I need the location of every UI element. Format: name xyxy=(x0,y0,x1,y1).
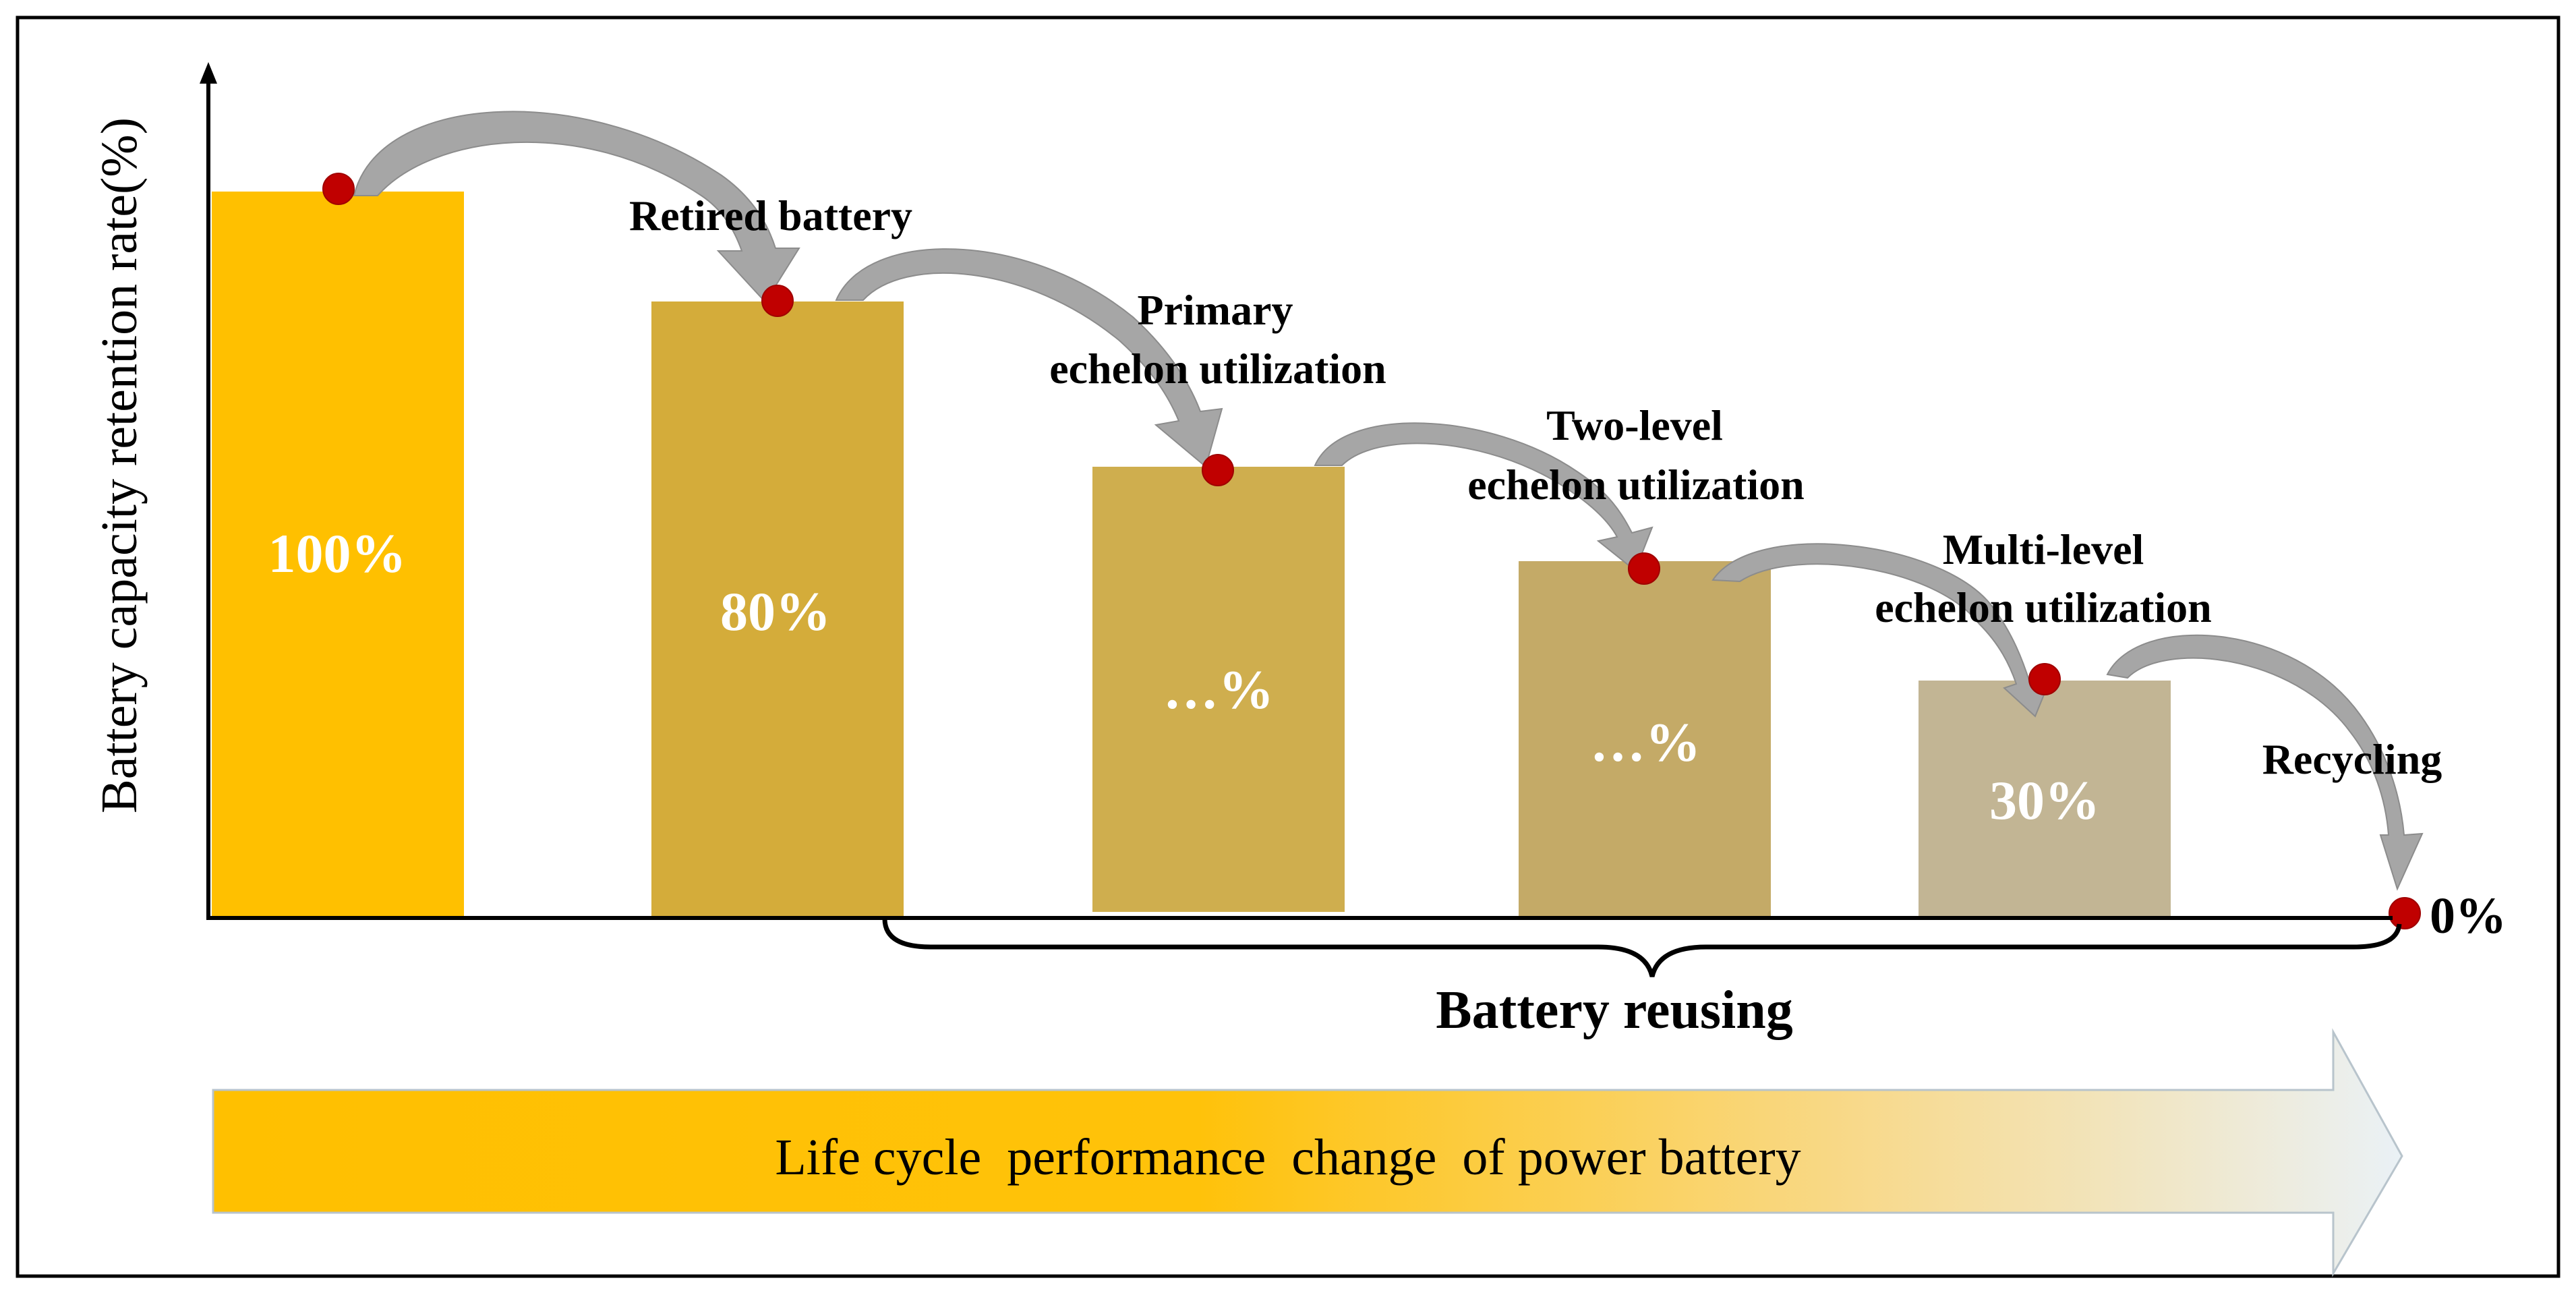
curved-arrow-icon xyxy=(353,111,800,304)
stage-dot xyxy=(761,285,794,317)
bar-value-label: 80% xyxy=(720,581,831,642)
end-value-label: 0% xyxy=(2430,888,2507,944)
stage-dot xyxy=(2028,663,2061,695)
bar-value-label: …% xyxy=(1590,712,1701,773)
bar-multi-level-echelon xyxy=(1919,681,2171,918)
stage-label-retired-battery: Retired battery xyxy=(629,192,912,239)
bar-value-label: 100% xyxy=(268,523,407,584)
lifecycle-arrow-label: Life cycle performance change of power b… xyxy=(775,1129,1801,1186)
bar-value-label: 30% xyxy=(1989,770,2100,831)
bar-new-battery xyxy=(212,192,464,918)
stage-dots xyxy=(322,173,2421,929)
stage-label-primary-line2: echelon utilization xyxy=(1049,345,1386,393)
brace-label: Battery reusing xyxy=(1436,981,1793,1040)
stage-dot xyxy=(322,173,355,205)
curved-arrow-icon xyxy=(835,248,1223,468)
stage-label-multi-level-line2: echelon utilization xyxy=(1875,583,2212,631)
stage-label-two-level-line1: Two-level xyxy=(1546,401,1723,449)
bar-retired-battery xyxy=(651,301,904,918)
curved-arrow-icon xyxy=(1314,422,1653,572)
bar-primary-echelon xyxy=(1092,467,1345,912)
stage-dot xyxy=(1628,552,1660,585)
bar-two-level-echelon xyxy=(1519,561,1771,918)
bars-group xyxy=(212,192,2171,918)
stage-label-two-level-line2: echelon utilization xyxy=(1467,461,1805,509)
battery-reusing-brace xyxy=(882,918,2402,977)
stage-label-recycling: Recycling xyxy=(2262,735,2442,783)
bar-value-label: …% xyxy=(1163,659,1274,720)
stage-label-multi-level-line1: Multi-level xyxy=(1943,525,2144,573)
figure-frame xyxy=(16,16,2560,1278)
y-axis-label: Battery capacity retention rate(%) xyxy=(91,117,148,813)
stage-dot xyxy=(2389,897,2421,929)
transition-arrows xyxy=(353,111,2424,891)
stage-dot xyxy=(1202,454,1234,486)
curved-arrow-icon xyxy=(2106,634,2424,891)
stage-label-primary-line1: Primary xyxy=(1138,286,1293,334)
lifecycle-arrow xyxy=(212,1028,2403,1277)
y-axis-arrowhead xyxy=(200,62,217,84)
